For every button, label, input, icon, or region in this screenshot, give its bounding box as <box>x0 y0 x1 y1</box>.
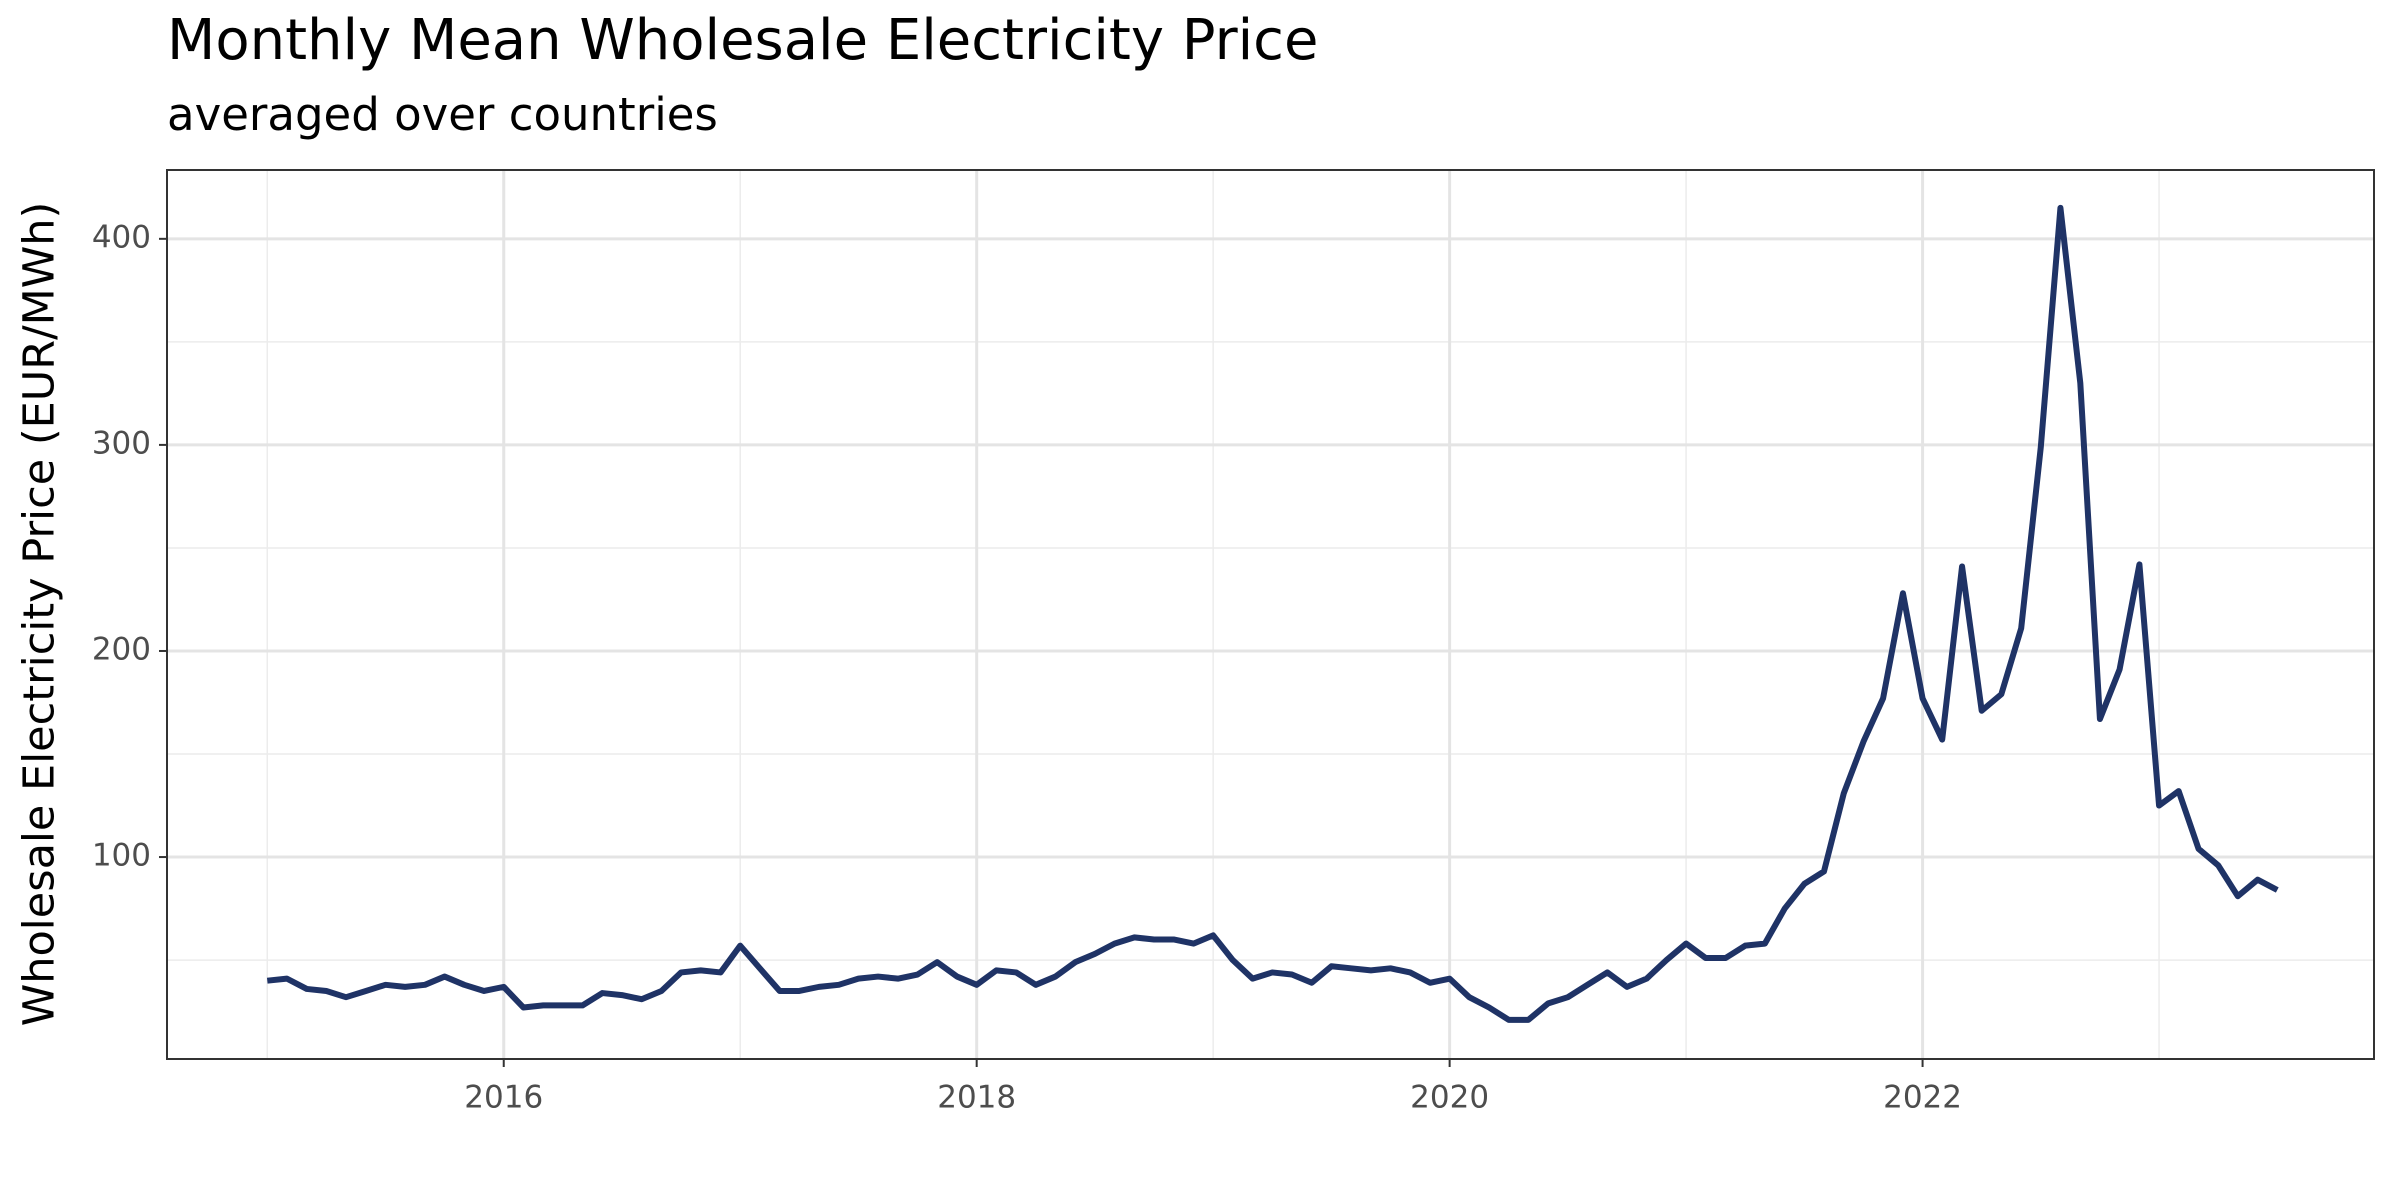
plot-area: 2016 2018 2020 2022 100 200 300 400 <box>92 169 2375 1116</box>
panel-border <box>166 169 2375 1060</box>
y-tick-label: 400 <box>92 219 151 255</box>
chart-title: Monthly Mean Wholesale Electricity Price <box>167 8 1318 73</box>
x-tick-label: 2018 <box>937 1080 1016 1116</box>
x-tick-label: 2016 <box>464 1080 543 1116</box>
y-tick-label: 200 <box>92 631 151 667</box>
y-tick-label: 100 <box>92 838 151 874</box>
x-tick-label: 2022 <box>1883 1080 1962 1116</box>
price-line <box>266 204 2279 1023</box>
x-tick-label: 2020 <box>1410 1080 1489 1116</box>
chart-subtitle: averaged over countries <box>167 88 718 141</box>
y-axis-title: Wholesale Electricity Price (EUR/MWh) <box>15 202 65 1027</box>
y-tick-label: 300 <box>92 425 151 461</box>
